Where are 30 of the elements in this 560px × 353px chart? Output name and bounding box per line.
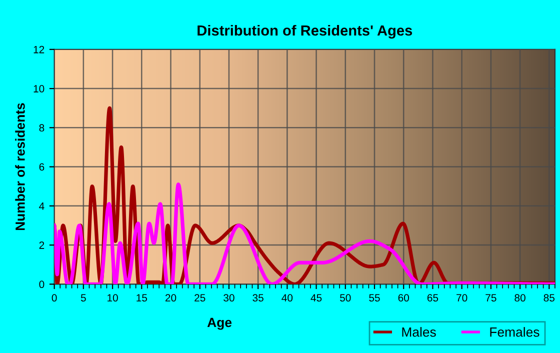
y-axis-title: Number of residents	[15, 103, 25, 230]
y-tick-label: 8	[39, 124, 44, 132]
chart-title: Distribution of Residents' Ages	[198, 24, 412, 39]
x-axis-title: Age	[207, 318, 232, 330]
y-tick-label: 10	[34, 85, 44, 92]
x-tick-label: 40	[282, 294, 293, 302]
x-tick-label: 10	[108, 294, 118, 302]
y-tick-label: 12	[34, 46, 44, 54]
y-tick-label: 0	[39, 280, 44, 288]
legend-label: Females	[490, 327, 540, 337]
legend-label: Males	[402, 327, 436, 337]
x-tick-label: 75	[486, 294, 496, 302]
x-tick-label: 50	[340, 294, 351, 302]
x-tick-label: 5	[80, 294, 86, 302]
y-tick-label: 6	[39, 163, 44, 171]
x-tick-label: 70	[456, 294, 468, 302]
x-tick-label: 25	[194, 294, 206, 302]
x-tick-label: 85	[544, 294, 554, 302]
x-tick-label: 30	[224, 294, 234, 302]
x-tick-label: 0	[52, 294, 57, 302]
x-tick-label: 65	[427, 294, 438, 302]
x-tick-label: 80	[514, 294, 526, 302]
x-tick-label: 45	[310, 294, 322, 302]
x-tick-label: 20	[165, 294, 176, 302]
x-tick-label: 35	[252, 294, 264, 302]
y-tick-label: 4	[39, 202, 44, 210]
y-tick-label: 2	[39, 242, 44, 249]
x-tick-label: 60	[398, 294, 409, 302]
x-tick-label: 55	[369, 294, 380, 302]
x-tick-label: 15	[136, 294, 147, 302]
